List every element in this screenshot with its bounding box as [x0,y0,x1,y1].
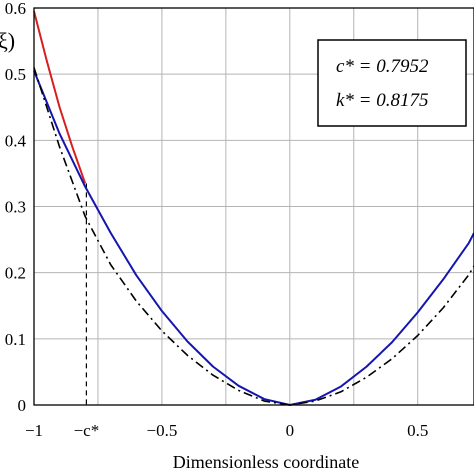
x-tick-label: −c* [74,421,100,440]
y-tick-label: 0 [18,396,27,415]
y-tick-label: 0.5 [5,65,26,84]
y-axis-label-fragment: ξ) [0,28,15,53]
annotation-k-star: k* = 0.8175 [336,90,429,111]
annotation-frame [317,39,467,127]
x-tick-labels: −1 −c* −0.5 0 0.5 [25,421,428,440]
series-line-2 [33,70,474,406]
y-tick-label: 0.6 [5,0,26,18]
y-tick-label: 0.3 [5,198,26,217]
series-line-3 [33,67,474,406]
plot-frame [33,7,474,406]
annotation-c-star: c* = 0.7952 [336,56,429,77]
y-tick-label: 0.1 [5,330,26,349]
annotation-box: c* = 0.7952 k* = 0.8175 [317,39,467,127]
x-tick-label: 0 [286,421,295,440]
grid [34,7,474,406]
y-tick-label: 0.4 [5,131,27,150]
y-tick-label: 0.2 [5,264,26,283]
x-tick-label: −1 [25,421,43,440]
x-axis-label: Dimensionless coordinate [173,452,359,472]
x-tick-label: −0.5 [146,421,177,440]
x-tick-label: 0.5 [407,421,428,440]
series-line-1 [33,11,87,184]
y-tick-labels: 0 0.1 0.2 0.3 0.4 0.5 0.6 [5,0,27,415]
series-group [33,11,474,406]
